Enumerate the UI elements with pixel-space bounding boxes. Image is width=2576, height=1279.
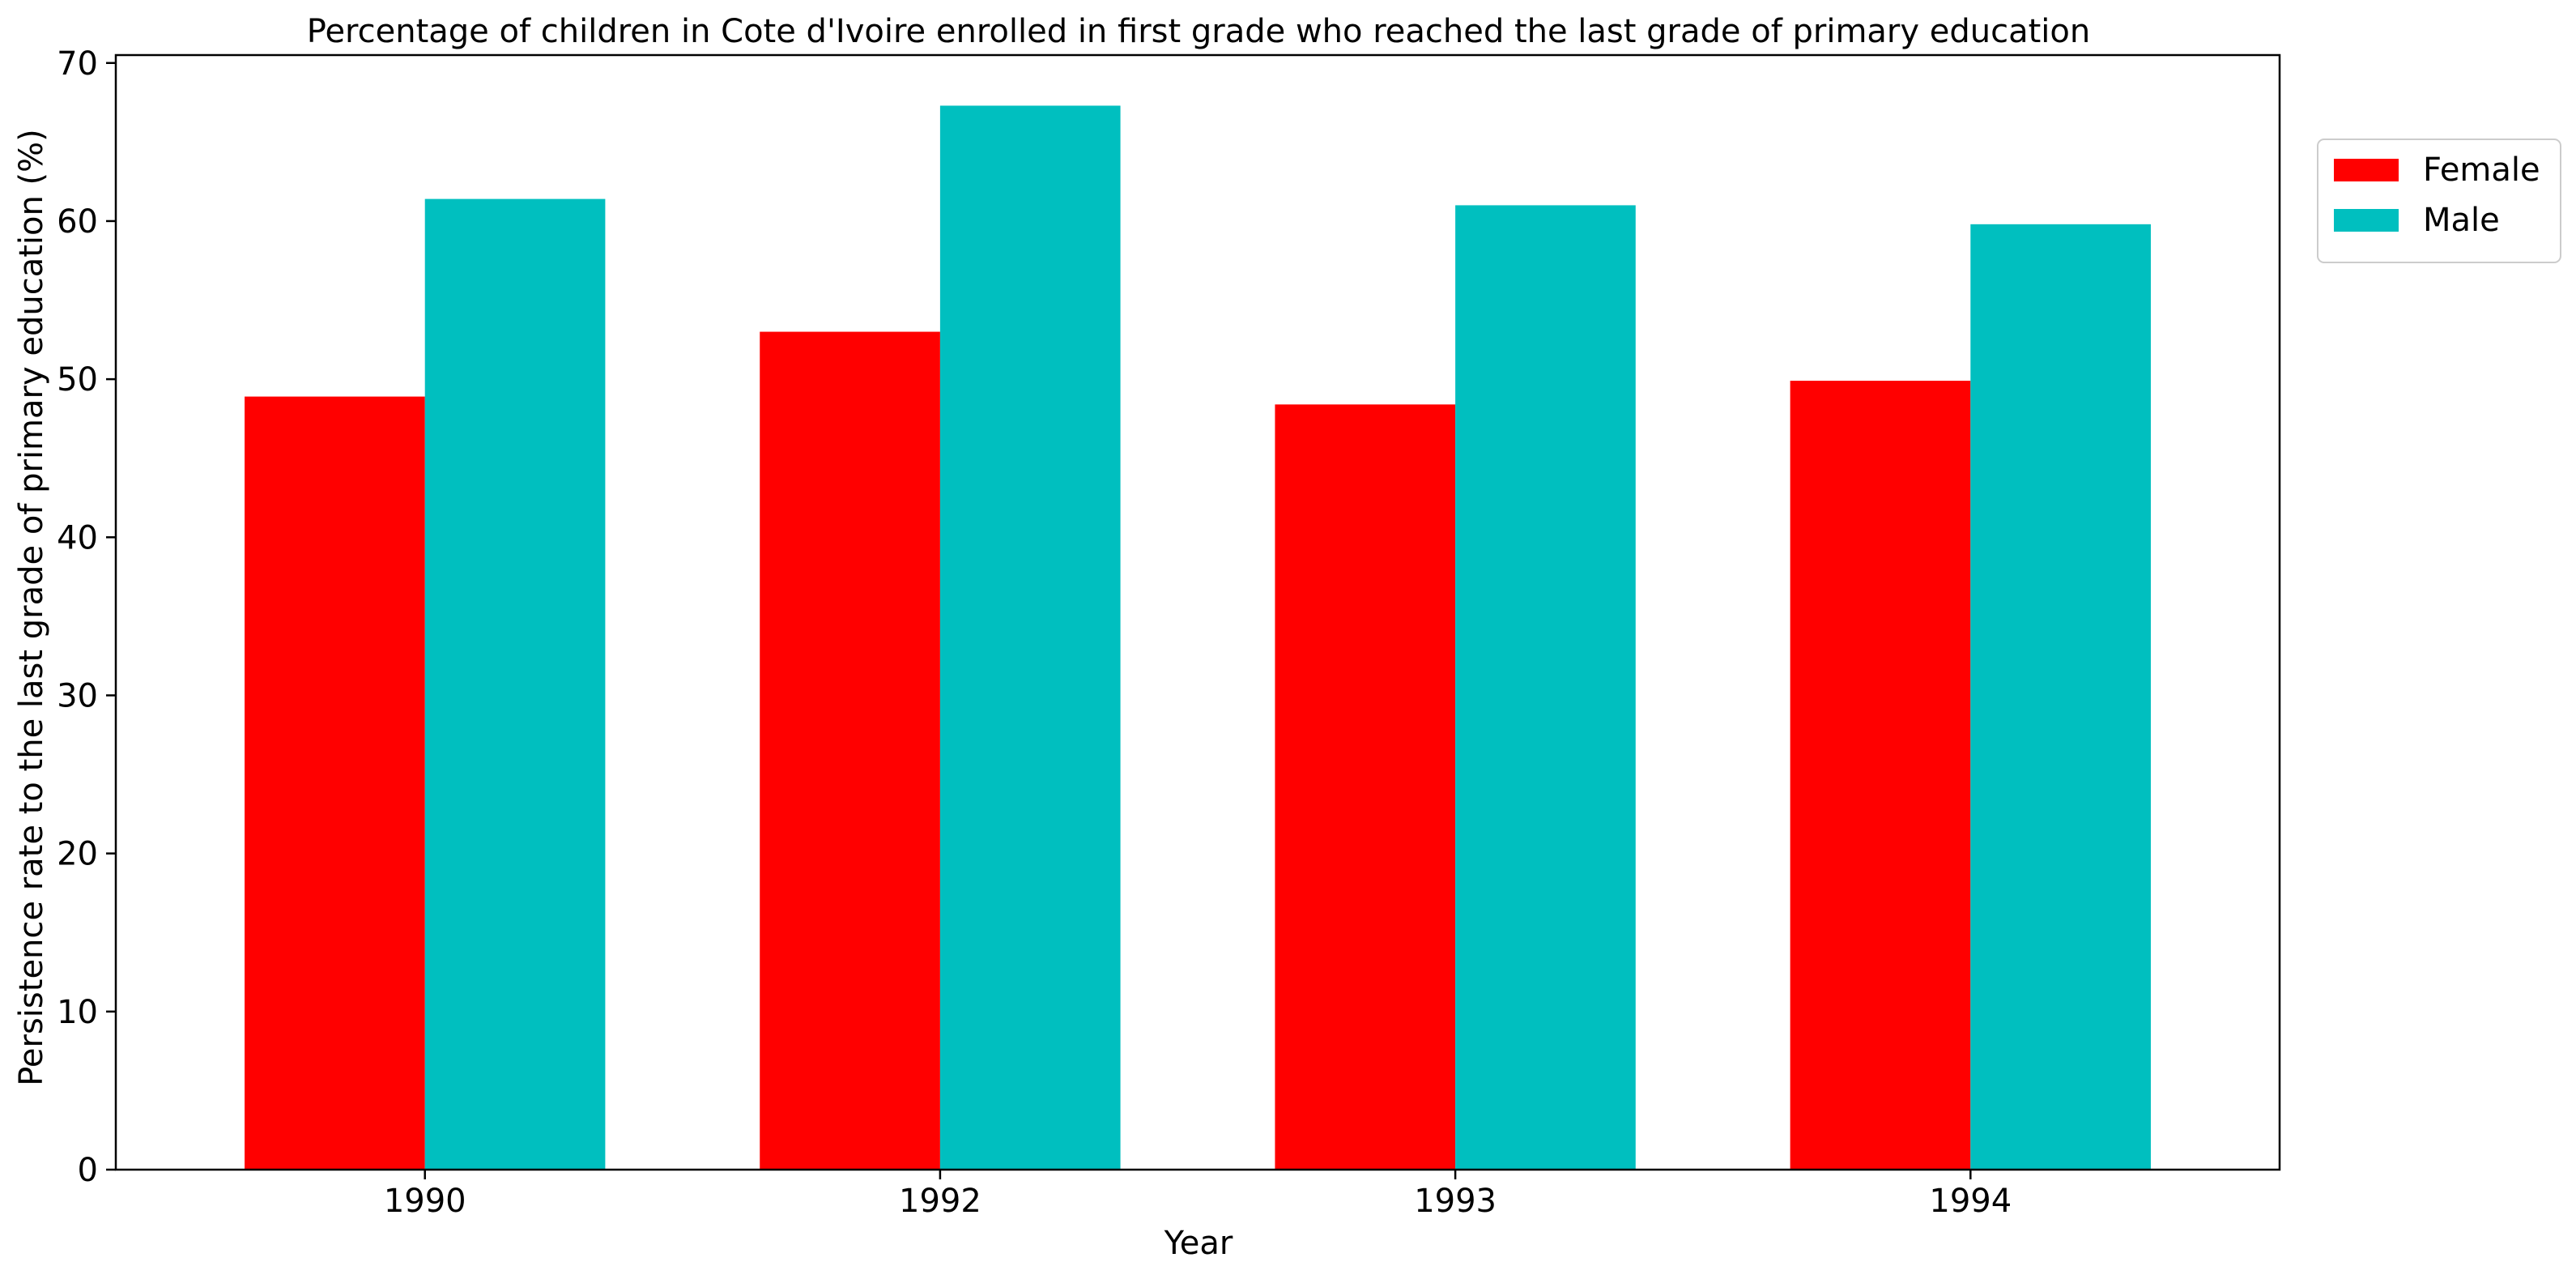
- x-axis-label: Year: [1164, 1225, 1233, 1262]
- y-axis: 0 10 20 30 40 50 60 70: [57, 45, 116, 1189]
- y-axis-label: Persistence rate to the last grade of pr…: [13, 129, 50, 1086]
- bar-female-1992: [760, 331, 940, 1170]
- plot-area-frame: [114, 53, 2281, 1171]
- bar-male-1993: [1455, 205, 1636, 1170]
- legend-label-male: Male: [2423, 202, 2500, 239]
- legend-label-female: Female: [2423, 151, 2540, 189]
- y-tick-label: 40: [57, 519, 98, 556]
- y-tick-label: 0: [78, 1152, 98, 1189]
- bar-male-1994: [1970, 224, 2151, 1170]
- x-tick-label: 1990: [384, 1183, 466, 1220]
- x-tick-label: 1993: [1414, 1183, 1497, 1220]
- x-tick-label: 1994: [1929, 1183, 2012, 1220]
- y-tick-label: 70: [57, 45, 98, 83]
- chart-title: Percentage of children in Cote d'Ivoire …: [307, 13, 2090, 50]
- y-tick-label: 50: [57, 361, 98, 399]
- legend: Female Male: [2317, 139, 2561, 263]
- legend-swatch-female: [2334, 159, 2399, 181]
- bars-group: [245, 105, 2151, 1170]
- legend-swatch-male: [2334, 209, 2399, 232]
- bar-male-1990: [424, 198, 606, 1170]
- bar-male-1992: [939, 105, 1121, 1170]
- x-tick-label: 1992: [899, 1183, 981, 1220]
- bar-female-1994: [1790, 381, 1971, 1170]
- bar-female-1993: [1275, 404, 1456, 1170]
- x-axis: 1990 1992 1993 1994: [384, 1170, 2012, 1220]
- y-tick-label: 30: [57, 677, 98, 714]
- y-tick-label: 20: [57, 836, 98, 873]
- y-tick-label: 60: [57, 203, 98, 241]
- bar-female-1990: [245, 396, 425, 1170]
- y-tick-label: 10: [57, 994, 98, 1031]
